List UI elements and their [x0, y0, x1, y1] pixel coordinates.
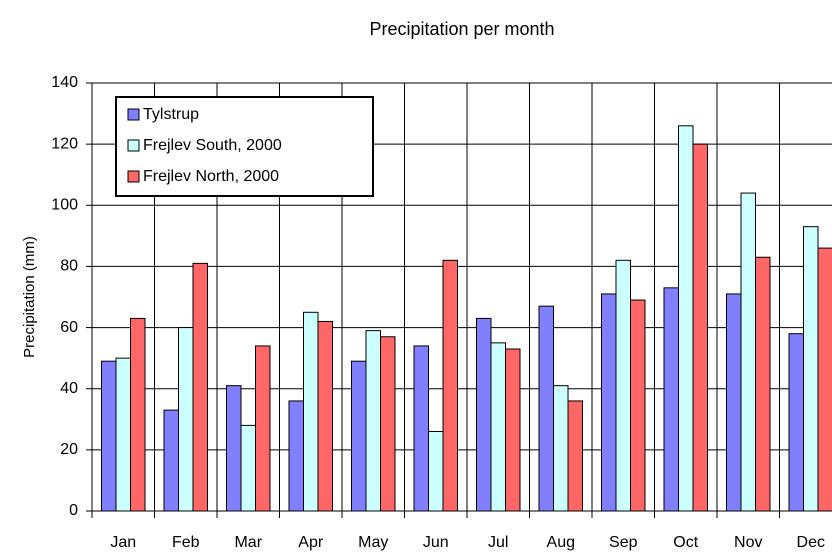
- y-tick-label: 0: [69, 502, 78, 519]
- x-tick-label: Sep: [609, 534, 638, 551]
- bar: [351, 360, 367, 512]
- x-tick-label: May: [358, 534, 388, 551]
- bar: [740, 192, 756, 512]
- bar: [303, 311, 319, 512]
- bar: [255, 345, 271, 512]
- bar: [663, 287, 679, 512]
- legend-swatch: [127, 170, 140, 183]
- x-tick-label: Jul: [488, 534, 508, 551]
- bar: [442, 259, 458, 512]
- chart-title: Precipitation per month: [369, 19, 554, 39]
- y-tick-label: 40: [60, 380, 78, 397]
- legend: Tylstrup Frejlev South, 2000 Frejlev North…: [115, 96, 374, 197]
- legend-label: Frejlev North, 2000: [143, 168, 279, 185]
- x-tick-label: Jun: [423, 534, 449, 551]
- bar: [601, 293, 617, 512]
- legend-swatch: [127, 139, 140, 152]
- bar: [755, 256, 771, 512]
- bar: [788, 333, 804, 512]
- bar: [365, 330, 381, 512]
- bar: [817, 247, 832, 512]
- bar: [490, 342, 506, 512]
- y-tick-label: 20: [60, 441, 78, 458]
- bar: [115, 357, 131, 512]
- legend-label: Tylstrup: [143, 106, 199, 123]
- y-axis-label: Precipitation (mm): [21, 236, 38, 358]
- bar: [413, 345, 429, 512]
- x-tick-label: Nov: [734, 534, 762, 551]
- bar: [240, 424, 256, 512]
- legend-label: Frejlev South, 2000: [143, 137, 282, 154]
- bar: [192, 262, 208, 512]
- x-tick-label: Apr: [298, 534, 324, 551]
- y-tick-label: 100: [51, 197, 78, 214]
- bar: [288, 400, 304, 512]
- bar: [178, 327, 194, 512]
- bar: [317, 320, 333, 512]
- x-tick-label: Jan: [110, 534, 136, 551]
- x-tick-label: Feb: [172, 534, 200, 551]
- bar: [553, 385, 569, 512]
- bar: [630, 299, 646, 512]
- bar: [380, 336, 396, 512]
- bar: [567, 400, 583, 512]
- y-tick-label: 120: [51, 135, 78, 152]
- legend-box: [115, 96, 374, 197]
- bar: [476, 317, 492, 512]
- bar: [163, 409, 179, 512]
- y-tick-label: 60: [60, 319, 78, 336]
- x-tick-label: Aug: [547, 534, 575, 551]
- bar: [428, 431, 444, 512]
- y-tick-label: 80: [60, 258, 78, 275]
- legend-swatch: [127, 108, 140, 121]
- bar: [538, 305, 554, 512]
- x-tick-label: Dec: [797, 534, 825, 551]
- x-tick-label: Mar: [234, 534, 262, 551]
- bar: [692, 143, 708, 512]
- bar: [130, 317, 146, 512]
- plot-border: [91, 82, 832, 512]
- bar: [803, 226, 819, 512]
- bar: [678, 125, 694, 512]
- bar: [615, 259, 631, 512]
- y-tick-label: 140: [51, 74, 78, 91]
- bar: [726, 293, 742, 512]
- bar: [226, 385, 242, 512]
- bar: [101, 360, 117, 512]
- x-tick-label: Oct: [673, 534, 698, 551]
- bar: [505, 348, 521, 512]
